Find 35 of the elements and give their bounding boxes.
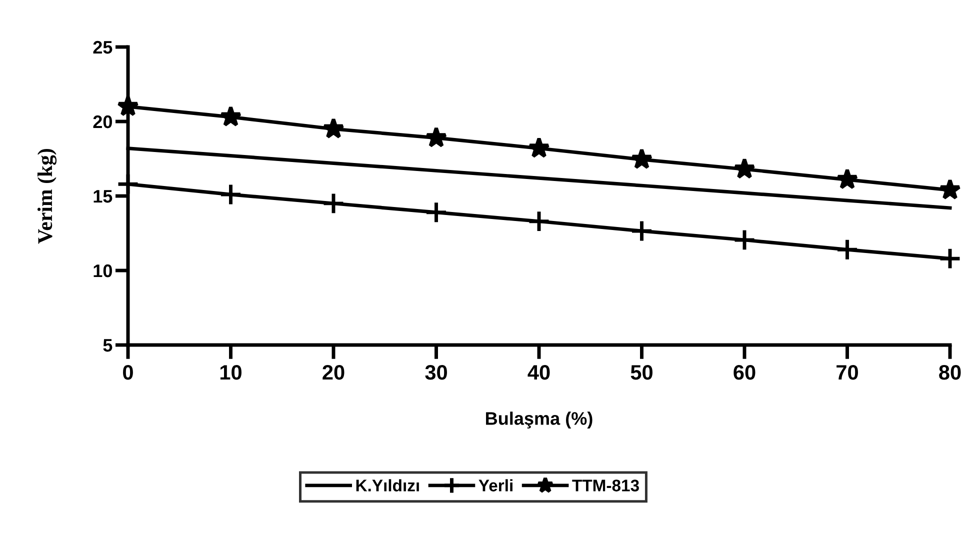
- legend-label: K.Yıldızı: [356, 479, 419, 492]
- point: [425, 126, 448, 148]
- x-tick-label: 20: [322, 364, 344, 380]
- point: [836, 168, 858, 190]
- x-tick-label: 60: [734, 364, 756, 380]
- point: [219, 183, 242, 206]
- y-tick-label: 20: [93, 115, 112, 128]
- point: [630, 220, 654, 242]
- point: [322, 192, 345, 215]
- point: [939, 178, 961, 200]
- y-tick-label: 15: [94, 190, 112, 203]
- x-tick-label: 0: [123, 364, 133, 380]
- y-tick-label: 10: [94, 264, 112, 278]
- point: [424, 200, 448, 224]
- point: [734, 158, 756, 179]
- point: [630, 148, 653, 170]
- legend-label: TTM-813: [572, 480, 639, 492]
- y-axis-title: Verim (kg): [37, 148, 57, 244]
- y-tick-label: 5: [103, 339, 112, 352]
- x-tick-label: 70: [836, 364, 858, 380]
- point: [220, 106, 242, 127]
- point: [528, 210, 550, 233]
- point: [528, 136, 550, 158]
- x-tick-label: 50: [630, 364, 652, 380]
- x-tick-label: 30: [425, 364, 447, 380]
- x-tick-label: 10: [220, 364, 242, 380]
- legend-label: Yerli: [478, 479, 512, 492]
- point: [322, 117, 344, 139]
- point: [733, 228, 756, 252]
- x-axis-title: Bulaşma (%): [486, 412, 592, 428]
- x-tick-label: 40: [528, 364, 550, 380]
- point: [938, 247, 962, 270]
- x-tick-label: 80: [939, 364, 961, 380]
- point: [836, 238, 859, 262]
- y-tick-label: 25: [93, 40, 112, 54]
